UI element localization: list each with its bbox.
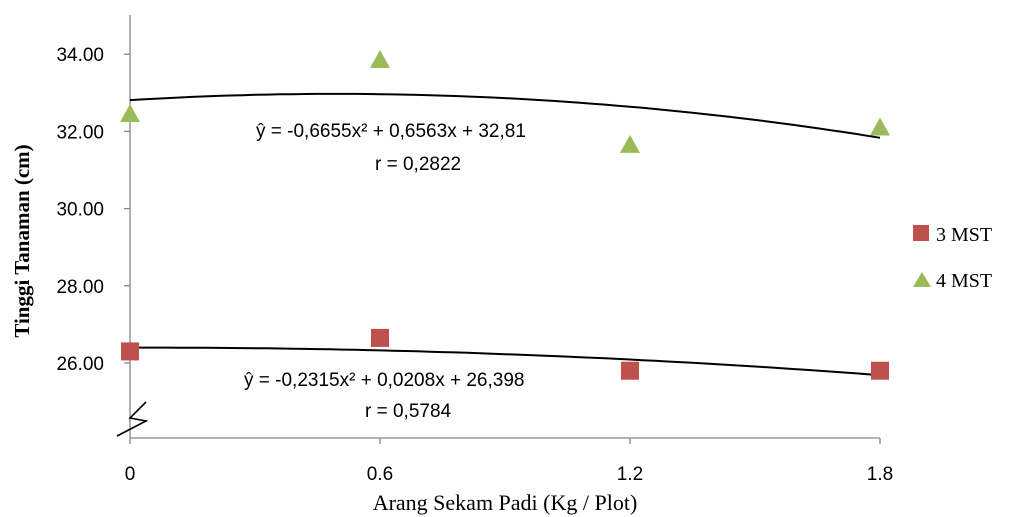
legend-marker-3mst: [913, 225, 929, 241]
data-point-3-mst: [121, 342, 139, 361]
r-value-3mst: r = 0,5784: [365, 401, 452, 422]
x-axis-ticks: 0 0.6 1.2 1.8: [125, 438, 893, 485]
legend-label-4mst: 4 MST: [936, 270, 992, 292]
data-point-4-mst: [120, 104, 140, 123]
axis-break-icon: [116, 401, 149, 437]
trendlines: [129, 92, 881, 377]
x-tick-label: 0: [125, 464, 136, 485]
data-point-3-mst: [871, 361, 889, 380]
data-point-3-mst: [621, 361, 639, 380]
data-point-3-mst: [371, 328, 389, 347]
trendline-3-mst: [130, 346, 881, 377]
data-point-4-mst: [620, 134, 640, 153]
y-tick-label: 30.00: [56, 200, 104, 221]
trendline-4-mst: [129, 92, 881, 139]
legend-marker-4mst: [913, 272, 931, 287]
data-point-4-mst: [370, 49, 390, 68]
x-tick-label: 1.8: [867, 464, 893, 485]
y-tick-label: 34.00: [56, 45, 104, 66]
x-tick-label: 1.2: [617, 464, 643, 485]
y-tick-label: 32.00: [56, 122, 104, 143]
y-tick-label: 26.00: [56, 354, 104, 375]
r-value-4mst: r = 0,2822: [375, 154, 461, 175]
data-point-4-mst: [870, 117, 890, 136]
equation-4mst: ŷ = -0,6655x² + 0,6563x + 32,81: [256, 121, 526, 142]
y-axis-ticks: 26.00 28.00 30.00 32.00 34.00: [56, 45, 130, 375]
data-markers: [120, 49, 890, 380]
y-tick-label: 28.00: [56, 277, 104, 298]
equation-3mst: ŷ = -0,2315x² + 0,0208x + 26,398: [244, 370, 524, 391]
y-axis-title: Tinggi Tanaman (cm): [10, 144, 34, 337]
x-axis-title: Arang Sekam Padi (Kg / Plot): [373, 490, 638, 515]
legend-label-3mst: 3 MST: [936, 224, 992, 246]
legend: 3 MST 4 MST: [913, 224, 992, 292]
x-tick-label: 0.6: [367, 464, 393, 485]
